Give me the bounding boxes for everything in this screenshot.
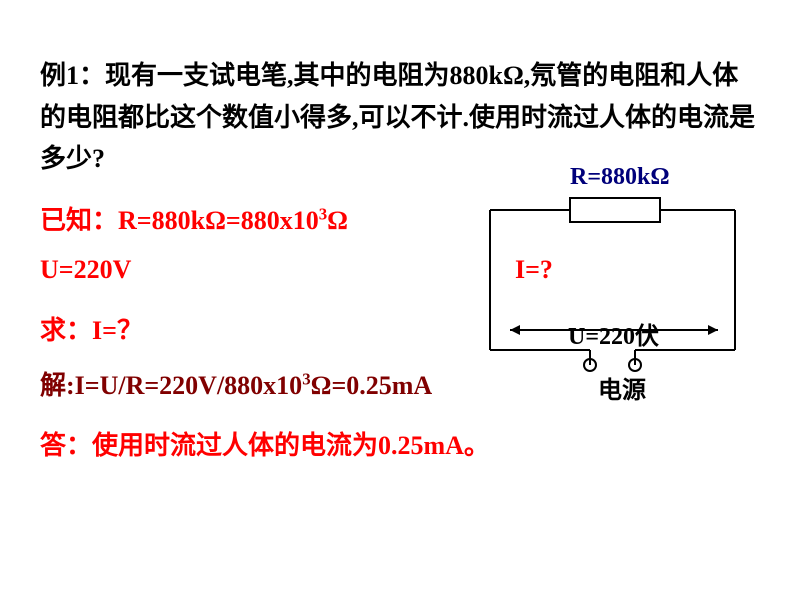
solution-suffix: Ω=0.25mA — [311, 371, 433, 400]
solution-prefix: 解:I=U/R=220V/880x10 — [40, 371, 302, 400]
given-voltage: U=220V — [40, 255, 131, 285]
given-label: 已知： — [40, 206, 118, 235]
answer-line: 答：使用时流过人体的电流为0.25mA。 — [40, 425, 490, 462]
problem-statement: 例1：现有一支试电笔,其中的电阻为880kΩ,氖管的电阻和人体的电阻都比这个数值… — [40, 55, 760, 180]
solution-line: 解:I=U/R=220V/880x103Ω=0.25mA — [40, 365, 432, 402]
circuit-diagram: R=880kΩ I=? U=220伏 电源 — [460, 170, 760, 400]
given-R-suffix: Ω — [327, 206, 348, 235]
find-current: 求：I=？ — [40, 310, 143, 347]
find-label: 求： — [40, 316, 92, 345]
given-R-prefix: R=880kΩ=880x10 — [118, 206, 319, 235]
find-value: I=？ — [92, 316, 143, 345]
circuit-svg — [460, 170, 760, 400]
given-resistance: 已知：R=880kΩ=880x103Ω — [40, 200, 348, 237]
given-R-exp: 3 — [319, 204, 327, 223]
solution-exp: 3 — [302, 369, 310, 388]
